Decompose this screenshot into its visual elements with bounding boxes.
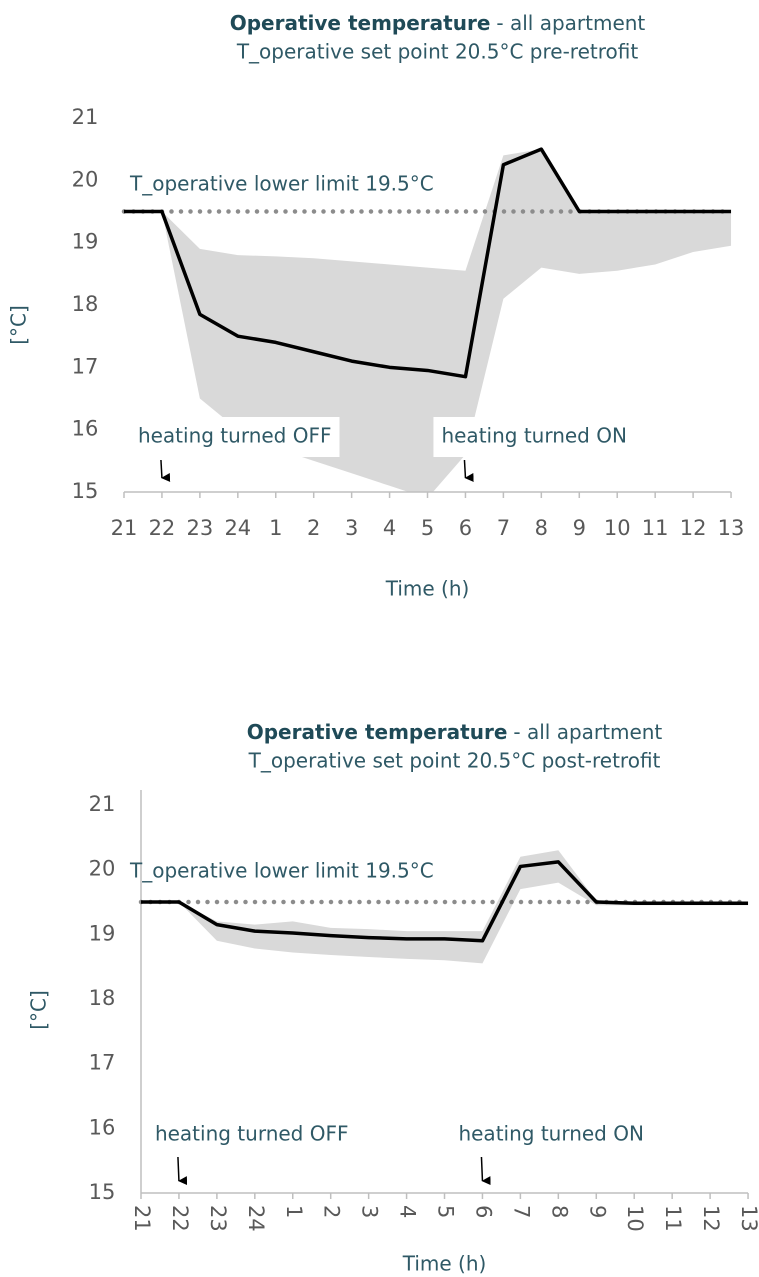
mean-line [124,147,732,379]
range-band [141,850,749,964]
x-tick-label: 5 [434,1205,458,1218]
x-tick-label: 2 [307,516,320,540]
y-tick-label: 19 [89,921,116,945]
x-tick-label: 6 [459,516,472,540]
chart-title: Operative temperature - all apartment [247,720,663,744]
reference-label: T_operative lower limit 19.5°C [129,859,434,883]
band-group [141,850,749,964]
annotation-arrow [160,459,171,483]
x-tick-label: 9 [585,1205,609,1218]
x-tick-label: 11 [642,516,669,540]
x-tick-label: 13 [737,1205,759,1232]
y-tick-label: 15 [89,1180,116,1204]
annotation-arrow [463,459,474,483]
y-tick-label: 18 [72,292,99,316]
annotation-text: heating turned OFF [155,1122,349,1146]
x-tick-label: 11 [661,1205,685,1232]
annotation-text: heating turned ON [458,1122,643,1146]
x-tick-label: 22 [168,1205,192,1232]
x-tick-label: 3 [345,516,358,540]
y-tick-label: 17 [72,354,99,378]
x-tick-label: 13 [718,516,745,540]
x-tick-label: 10 [604,516,631,540]
x-tick-label: 1 [269,516,282,540]
y-tick-label: 21 [72,105,99,129]
x-tick-label: 23 [206,1205,230,1232]
y-tick-label: 16 [89,1115,116,1139]
y-tick-label: 15 [72,479,99,503]
chart-subtitle: T_operative set point 20.5°C post-retrof… [248,749,661,773]
annotation-arrow [480,1156,491,1186]
y-axis-label: [°C] [27,990,51,1030]
x-tick-label: 2 [320,1205,344,1218]
y-tick-label: 17 [89,1051,116,1075]
x-tick-label: 23 [187,516,214,540]
reference-label: T_operative lower limit 19.5°C [129,172,434,196]
x-axis-label: Time (h) [402,1252,487,1276]
title-suffix: - all apartment [513,720,662,744]
annotation-bg [146,1117,357,1153]
y-tick-label: 19 [72,230,99,254]
title-bold: Operative temperature [230,11,491,35]
x-tick-label: 12 [680,516,707,540]
x-tick-label: 24 [244,1205,268,1232]
annotation-bg [450,1117,652,1153]
mean-line [141,860,749,943]
x-tick-label: 4 [396,1205,420,1218]
x-tick-label: 21 [111,516,138,540]
x-axis-label: Time (h) [385,577,470,601]
annotation-text: heating turned OFF [138,424,332,448]
chart-title: Operative temperature - all apartment [230,11,646,35]
x-tick-label: 9 [573,516,586,540]
band-group [124,149,732,492]
annotation-arrow [177,1156,188,1186]
y-tick-label: 21 [89,792,116,816]
x-tick-label: 4 [383,516,396,540]
range-band [124,149,732,492]
y-axis-label: [°C] [7,305,31,345]
x-tick-label: 22 [149,516,176,540]
x-tick-label: 21 [130,1205,154,1232]
title-bold: Operative temperature [247,720,508,744]
x-tick-label: 7 [509,1205,533,1218]
y-tick-label: 18 [89,986,116,1010]
x-tick-label: 6 [471,1205,495,1218]
annotation-bg [433,417,635,457]
x-tick-label: 24 [224,516,251,540]
annotation-bg [129,417,340,457]
x-tick-label: 12 [699,1205,723,1232]
x-tick-label: 5 [421,516,434,540]
x-tick-label: 8 [535,516,548,540]
annotation-text: heating turned ON [441,424,626,448]
y-tick-label: 20 [72,167,99,191]
title-suffix: - all apartment [496,11,645,35]
chart-subtitle: T_operative set point 20.5°C pre-retrofi… [236,40,639,64]
y-tick-label: 20 [89,857,116,881]
y-tick-label: 16 [72,417,99,441]
x-tick-label: 10 [623,1205,647,1232]
x-tick-label: 1 [282,1205,306,1218]
x-tick-label: 3 [358,1205,382,1218]
x-tick-label: 8 [547,1205,571,1218]
x-tick-label: 7 [497,516,510,540]
